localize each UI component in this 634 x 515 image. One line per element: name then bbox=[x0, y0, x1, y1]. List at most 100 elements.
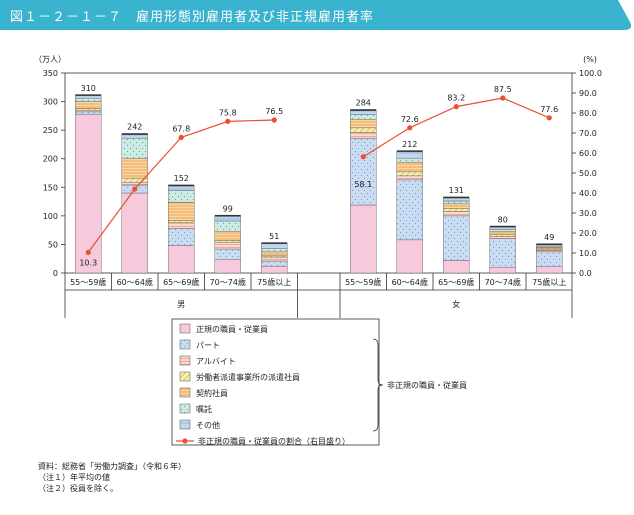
x-tick-label: 65～69歳 bbox=[163, 277, 199, 287]
legend-label-arbeit: アルバイト bbox=[196, 357, 236, 366]
rate-label: 76.5 bbox=[265, 107, 283, 116]
bar-segment-arbeit bbox=[75, 109, 102, 113]
bar-total-label: 212 bbox=[402, 140, 417, 149]
legend-swatch-arbeit bbox=[179, 355, 191, 366]
y-right-tick-label: 60.0 bbox=[579, 149, 597, 158]
bar-segment-arbeit bbox=[121, 181, 148, 186]
chart-area: （万人） (%) 0 50 100 150 200 250 300 350 0.0 10.0 20.0 3… bbox=[34, 55, 602, 446]
bar-segment-part bbox=[536, 251, 563, 267]
bar-top-cap bbox=[489, 225, 516, 228]
y-left-tick-label: 150 bbox=[43, 183, 58, 192]
legend-label-regular: 正規の職員・従業員 bbox=[196, 324, 268, 334]
bar-segment-dispatched bbox=[489, 234, 516, 237]
bar-segment-other bbox=[261, 243, 288, 249]
bar-segment-arbeit bbox=[489, 236, 516, 239]
bar-top-cap bbox=[75, 94, 102, 96]
y-left-tick-label: 300 bbox=[43, 98, 58, 107]
legend-swatch-contract bbox=[179, 387, 191, 398]
rate-point bbox=[407, 125, 413, 131]
bar-segment-arbeit bbox=[261, 256, 288, 262]
x-tick-label: 70～74歳 bbox=[485, 277, 521, 287]
rate-label: 75.8 bbox=[219, 108, 237, 117]
bar-segment-contract bbox=[121, 157, 148, 179]
bar-segment-contract bbox=[443, 203, 470, 209]
bar-segment-arbeit bbox=[214, 241, 241, 250]
bar-segment-part bbox=[75, 111, 102, 115]
legend-swatch-dispatched bbox=[179, 371, 191, 382]
x-tick-label: 60～64歳 bbox=[117, 277, 153, 287]
y-left-tick-label: 0 bbox=[53, 269, 58, 278]
bar-total-label: 152 bbox=[174, 174, 189, 183]
bar-segment-regular bbox=[75, 113, 102, 274]
bar-segment-shokutaku bbox=[121, 137, 148, 159]
bar-segment-shokutaku bbox=[261, 248, 288, 253]
y-right-tick-label: 10.0 bbox=[579, 249, 597, 258]
rate-label: 67.8 bbox=[172, 124, 190, 133]
bar-segment-part bbox=[168, 228, 195, 246]
legend-label-other: その他 bbox=[196, 420, 220, 430]
bar-segment-arbeit bbox=[536, 249, 563, 253]
bar-segment-part bbox=[489, 238, 516, 268]
legend-label-dispatched: 労働者派遣事業所の派遣社員 bbox=[196, 372, 300, 382]
legend-swatch-regular bbox=[179, 323, 191, 334]
y-right-tick-label: 100.0 bbox=[579, 69, 602, 78]
bar-top-cap bbox=[396, 150, 423, 152]
y-left-tick-label: 100 bbox=[43, 212, 58, 221]
bar-top-cap bbox=[214, 214, 241, 217]
bar-total-label: 131 bbox=[449, 186, 464, 195]
bar-segment-shokutaku bbox=[214, 220, 241, 232]
y-right-tick-label: 70.0 bbox=[579, 129, 597, 138]
legend-label-shokutaku: 嘱託 bbox=[196, 404, 212, 414]
bar-segment-contract bbox=[489, 231, 516, 235]
x-tick-label: 70～74歳 bbox=[210, 277, 246, 287]
y-right-tick-label: 90.0 bbox=[579, 89, 597, 98]
title-bar: 図１－２－１－７ 雇用形態別雇用者及び非正規雇用者率 bbox=[0, 0, 634, 30]
x-tick-label: 60～64歳 bbox=[392, 277, 428, 287]
bar-segment-shokutaku bbox=[350, 114, 377, 120]
bar-segment-shokutaku bbox=[396, 157, 423, 163]
rate-label: 77.6 bbox=[540, 105, 558, 114]
bar-segment-dispatched bbox=[168, 220, 195, 223]
x-tick-label: 75歳以上 bbox=[532, 277, 566, 287]
bar-segment-other bbox=[75, 95, 102, 99]
rate-label: 72.6 bbox=[401, 115, 419, 124]
note-1: （注１）年平均の値 bbox=[38, 473, 110, 482]
x-tick-label: 55～59歳 bbox=[345, 277, 381, 287]
bar-total-label: 49 bbox=[544, 233, 554, 242]
bar-segment-other bbox=[536, 244, 563, 247]
y-right-tick-label: 50.0 bbox=[579, 169, 597, 178]
y-axis-left-title: （万人） bbox=[34, 55, 66, 64]
rate-point bbox=[132, 186, 138, 192]
bar-segment-other bbox=[121, 134, 148, 139]
bar-segment-contract bbox=[536, 247, 563, 250]
bar-segment-dispatched bbox=[396, 171, 423, 177]
legend-swatch-other bbox=[179, 419, 191, 430]
chart-title: 図１－２－１－７ 雇用形態別雇用者及び非正規雇用者率 bbox=[10, 10, 375, 25]
legend-label-contract: 契約社員 bbox=[196, 388, 228, 398]
legend-line-marker bbox=[182, 438, 188, 444]
rate-point bbox=[271, 117, 277, 123]
bar-top-cap bbox=[536, 243, 563, 245]
bar-segment-part bbox=[396, 179, 423, 241]
y-left-tick-label: 50 bbox=[48, 240, 58, 249]
bar-segment-contract bbox=[168, 201, 195, 221]
bar-segment-dispatched bbox=[350, 127, 377, 133]
bar-segment-contract bbox=[350, 119, 377, 129]
rate-point bbox=[85, 249, 91, 255]
bar-segment-contract bbox=[75, 101, 102, 109]
bar-top-cap bbox=[168, 184, 195, 187]
bar-top-cap bbox=[443, 196, 470, 199]
y-right-tick-label: 80.0 bbox=[579, 109, 597, 118]
bar-segment-part bbox=[214, 248, 241, 260]
group-label: 男 bbox=[177, 300, 185, 309]
bar-segment-regular bbox=[536, 266, 563, 274]
bar-top-cap bbox=[121, 133, 148, 135]
rate-point bbox=[178, 134, 184, 140]
bar-segment-other bbox=[489, 227, 516, 230]
rate-label: 87.5 bbox=[494, 85, 512, 94]
bar-segment-regular bbox=[168, 245, 195, 274]
bar-segment-part bbox=[350, 137, 377, 206]
legend-brace-label: 非正規の職員・従業員 bbox=[387, 380, 467, 390]
bar-segment-arbeit bbox=[443, 211, 470, 217]
y-axis-right-title: (%) bbox=[583, 55, 597, 64]
